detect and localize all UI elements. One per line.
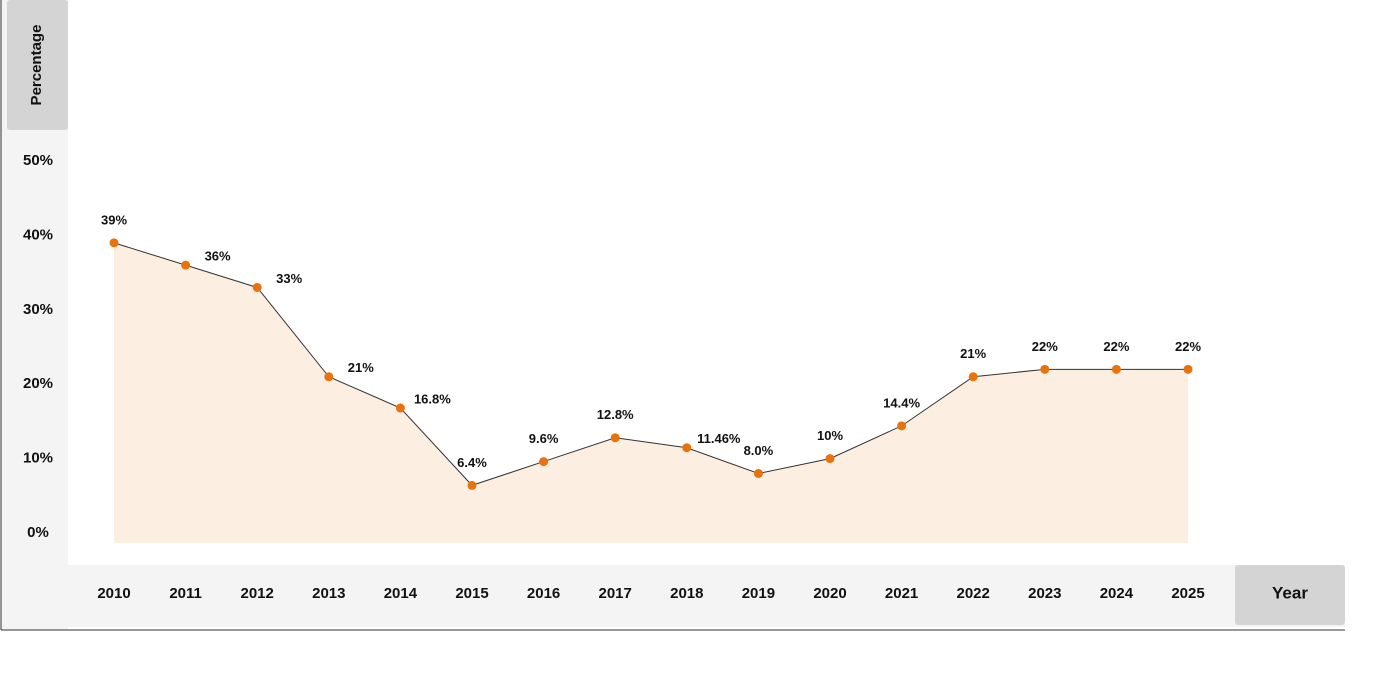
value-label: 6.4%	[457, 455, 487, 470]
x-tick-label: 2013	[312, 585, 345, 602]
point	[395, 403, 405, 413]
x-tick-label: 2016	[527, 585, 560, 602]
value-label: 22%	[1103, 339, 1129, 354]
x-tick-label: 2020	[813, 585, 846, 602]
point	[324, 372, 334, 382]
point	[825, 454, 835, 464]
point	[109, 238, 119, 248]
value-label: 10%	[817, 428, 843, 443]
x-tick-label: 2018	[670, 585, 703, 602]
point	[610, 433, 620, 443]
y-title-box	[7, 0, 68, 130]
value-label: 39%	[101, 212, 127, 227]
point	[968, 372, 978, 382]
x-tick-label: 2022	[957, 585, 990, 602]
value-label: 11.46%	[697, 431, 741, 446]
x-title-box	[1235, 565, 1345, 625]
y-tick-label: 40%	[23, 226, 53, 243]
y-tick-label: 0%	[27, 524, 49, 541]
y-tick-label: 10%	[23, 450, 53, 467]
value-label: 33%	[276, 271, 302, 286]
x-tick-label: 2025	[1171, 585, 1204, 602]
y-axis-title: Percentage	[28, 25, 45, 106]
x-tick-label: 2024	[1100, 585, 1134, 602]
x-axis-title: Year	[1272, 583, 1308, 602]
x-tick-label: 2015	[455, 585, 488, 602]
area	[114, 242, 1188, 543]
point	[753, 468, 763, 478]
point	[1111, 364, 1121, 374]
x-tick-label: 2010	[97, 585, 130, 602]
y-tick-label: 20%	[23, 375, 53, 392]
point	[252, 282, 262, 292]
value-label: 22%	[1032, 339, 1058, 354]
x-tick-label: 2023	[1028, 585, 1061, 602]
y-tick-label: 50%	[23, 152, 53, 169]
point	[897, 421, 907, 431]
point	[1183, 364, 1193, 374]
x-tick-label: 2014	[384, 585, 418, 602]
x-tick-label: 2019	[742, 585, 775, 602]
value-label: 21%	[348, 360, 374, 375]
x-tick-label: 2021	[885, 585, 918, 602]
y-tick-label: 30%	[23, 301, 53, 318]
value-label: 21%	[960, 346, 986, 361]
x-tick-label: 2012	[241, 585, 274, 602]
value-label: 22%	[1175, 339, 1201, 354]
line	[113, 242, 1188, 486]
point	[467, 480, 477, 490]
x-tick-label: 2017	[599, 585, 632, 602]
value-label: 8.0%	[744, 443, 774, 458]
x-axis-panel	[68, 565, 1345, 627]
value-label: 12.8%	[597, 407, 634, 422]
value-label: 16.8%	[414, 391, 451, 406]
point	[1040, 364, 1050, 374]
point	[181, 260, 191, 270]
point	[682, 443, 692, 453]
point	[539, 457, 549, 467]
x-tick-label: 2011	[169, 585, 202, 602]
value-label: 36%	[205, 249, 231, 264]
value-label: 9.6%	[529, 431, 559, 446]
value-label: 14.4%	[883, 395, 920, 410]
